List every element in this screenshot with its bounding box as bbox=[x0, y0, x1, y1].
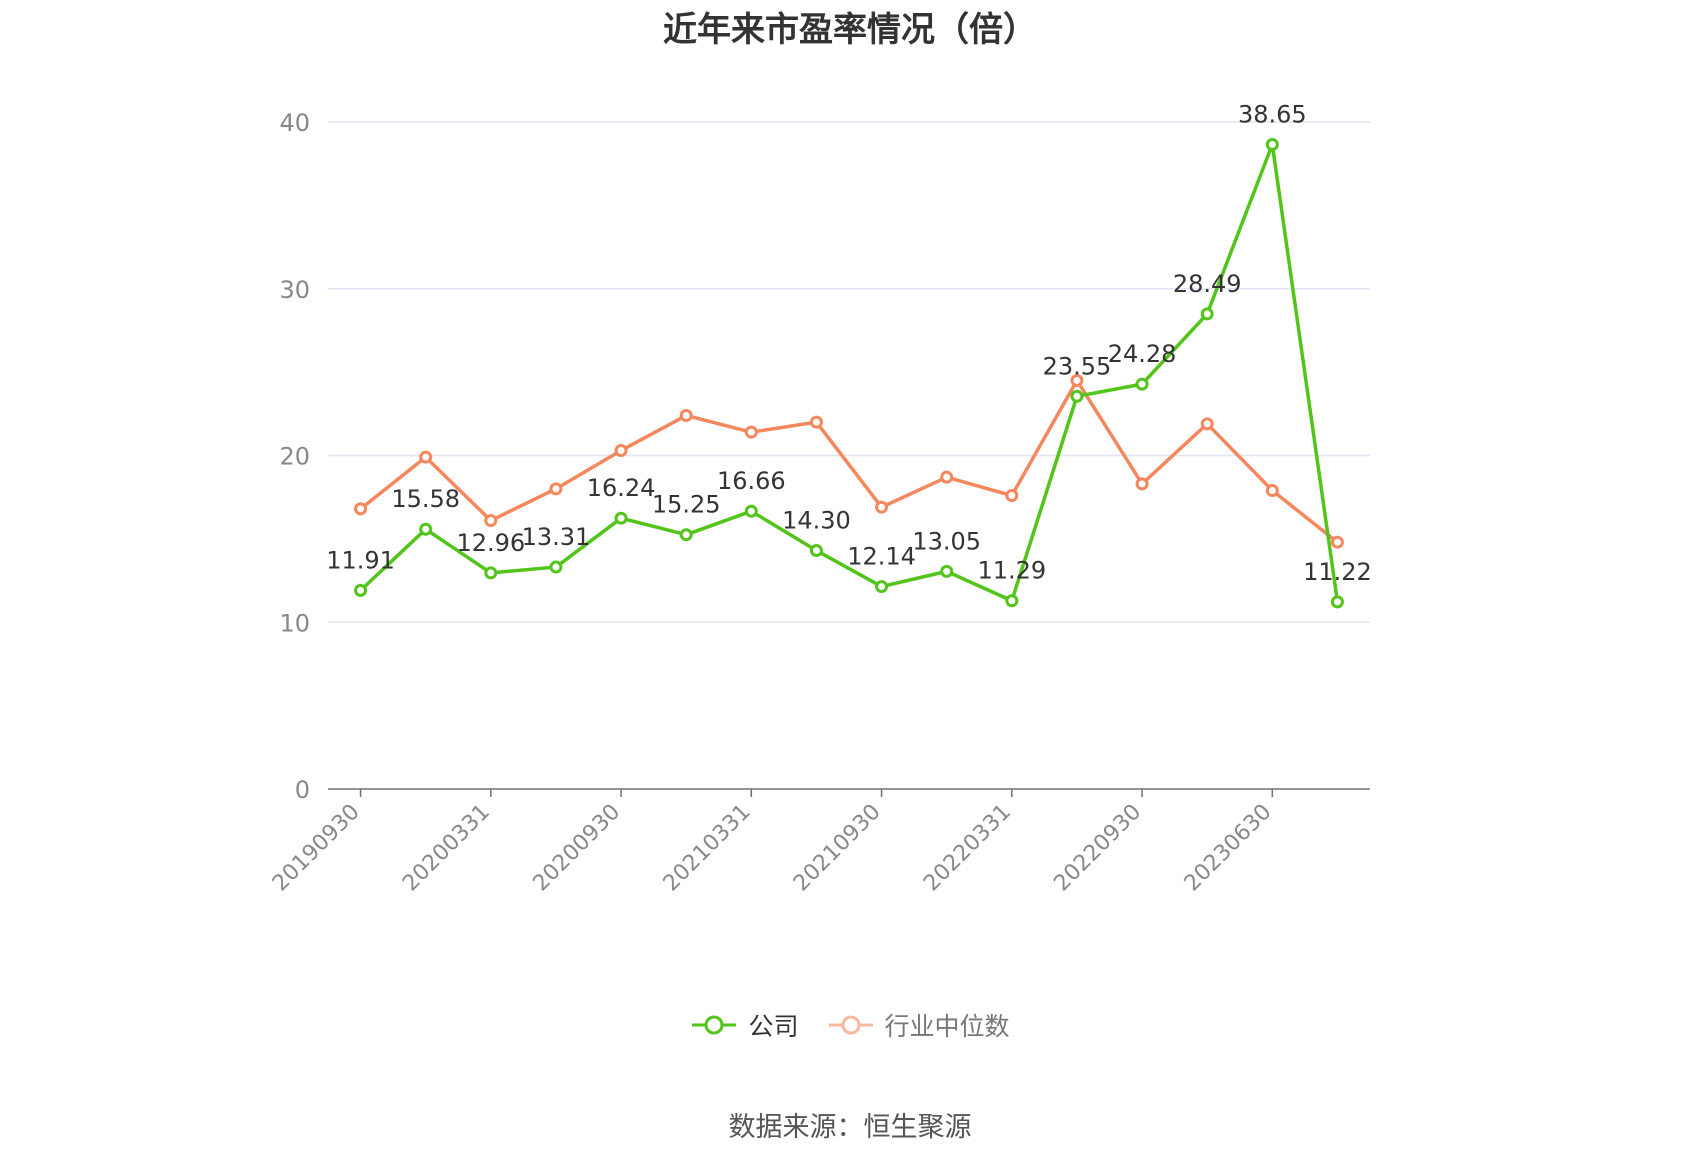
industry-point bbox=[1265, 484, 1279, 498]
company-data-label: 14.30 bbox=[782, 507, 851, 535]
company-data-label: 12.96 bbox=[456, 529, 525, 557]
company-point bbox=[484, 566, 498, 580]
x-tick-label: 20220930 bbox=[1049, 800, 1146, 897]
company-data-label: 11.91 bbox=[326, 546, 395, 574]
industry-point bbox=[1135, 477, 1149, 491]
company-data-label: 13.05 bbox=[912, 527, 981, 555]
line-chart: 0 10 20 30 40 20190930 20200331 20200930 2021033… bbox=[268, 101, 1372, 897]
company-data-label: 23.55 bbox=[1043, 352, 1112, 380]
x-tick-label: 20210930 bbox=[789, 800, 886, 897]
industry-point bbox=[1005, 489, 1019, 503]
x-tick-label: 20200331 bbox=[398, 800, 495, 897]
legend-industry-label: 行业中位数 bbox=[884, 1012, 1010, 1041]
company-data-label: 15.58 bbox=[391, 485, 460, 513]
y-tick-label: 40 bbox=[279, 109, 310, 137]
company-data-label: 15.25 bbox=[652, 491, 721, 519]
company-data-label: 24.28 bbox=[1108, 340, 1177, 368]
industry-point bbox=[419, 450, 433, 464]
company-point bbox=[809, 544, 823, 558]
company-point bbox=[549, 560, 563, 574]
company-point bbox=[1070, 389, 1084, 403]
industry-point bbox=[549, 482, 563, 496]
industry-point bbox=[354, 502, 368, 516]
y-tick-label: 0 bbox=[295, 776, 310, 804]
industry-point bbox=[484, 514, 498, 528]
company-point bbox=[354, 583, 368, 597]
chart-title: 近年来市盈率情况（倍） bbox=[663, 10, 1037, 50]
company-point bbox=[1005, 594, 1019, 608]
y-tick-label: 10 bbox=[279, 609, 310, 637]
x-tick-label: 20210331 bbox=[659, 800, 756, 897]
company-data-label: 38.65 bbox=[1238, 101, 1307, 129]
industry-point bbox=[875, 500, 889, 514]
legend-company-icon bbox=[692, 1015, 737, 1035]
company-line bbox=[359, 142, 1340, 603]
industry-point bbox=[744, 425, 758, 439]
y-tick-label: 30 bbox=[279, 276, 310, 304]
company-data-label: 28.49 bbox=[1173, 270, 1242, 298]
company-point bbox=[744, 504, 758, 518]
legend-item-company[interactable]: 公司 bbox=[690, 1007, 799, 1043]
legend-item-industry[interactable]: 行业中位数 bbox=[827, 1007, 1010, 1043]
industry-point bbox=[1070, 373, 1084, 387]
industry-point bbox=[940, 470, 954, 484]
industry-point bbox=[1200, 417, 1214, 431]
company-point bbox=[614, 511, 628, 525]
industry-point bbox=[1330, 535, 1344, 549]
company-data-label: 12.14 bbox=[847, 543, 916, 571]
company-data-label: 16.66 bbox=[717, 467, 786, 495]
x-tick-label: 20230630 bbox=[1180, 800, 1277, 897]
x-tick-label: 20190930 bbox=[268, 800, 365, 897]
y-tick-label: 20 bbox=[279, 443, 310, 471]
x-tick-label: 20220331 bbox=[919, 800, 1016, 897]
company-point bbox=[875, 580, 889, 594]
legend: 公司 行业中位数 bbox=[0, 1007, 1700, 1043]
company-data-label: 13.31 bbox=[522, 523, 591, 551]
company-point bbox=[679, 528, 693, 542]
company-data-label: 11.29 bbox=[977, 557, 1046, 585]
company-point bbox=[1200, 307, 1214, 321]
industry-point bbox=[809, 415, 823, 429]
company-point bbox=[419, 522, 433, 536]
legend-industry-icon bbox=[828, 1015, 873, 1035]
x-tick-label: 20200930 bbox=[528, 800, 625, 897]
company-data-label: 11.22 bbox=[1303, 558, 1372, 586]
industry-point bbox=[679, 408, 693, 422]
company-point bbox=[940, 564, 954, 578]
industry-point bbox=[614, 443, 628, 457]
company-point bbox=[1330, 595, 1344, 609]
company-point bbox=[1135, 377, 1149, 391]
industry-line bbox=[359, 378, 1339, 544]
company-point bbox=[1265, 138, 1279, 152]
company-data-label: 16.24 bbox=[587, 474, 656, 502]
legend-company-label: 公司 bbox=[748, 1012, 799, 1041]
data-source: 数据来源：恒生聚源 bbox=[728, 1112, 972, 1143]
